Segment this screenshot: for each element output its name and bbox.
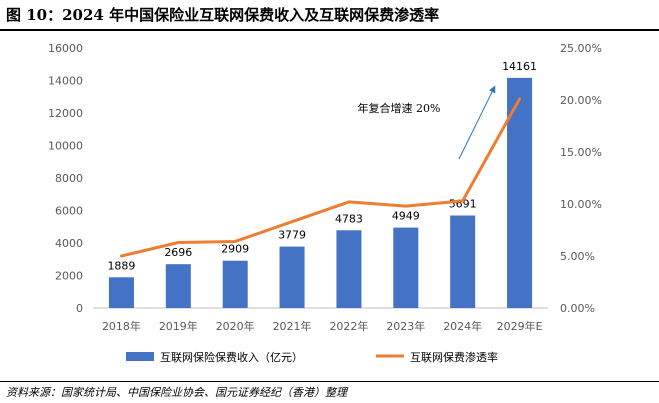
y-left-tick-label: 12000 — [48, 107, 83, 120]
y-right-tick-label: 10.00% — [560, 198, 602, 211]
bar-data-label: 2909 — [221, 243, 249, 256]
source-note: 资料来源：国家统计局、中国保险业协会、国元证券经纪（香港）整理 — [6, 386, 347, 399]
cagr-arrow — [458, 85, 496, 160]
y-right-tick-label: 20.00% — [560, 94, 602, 107]
bar-data-label: 1889 — [107, 259, 135, 272]
bar — [108, 277, 134, 308]
y-right-tick-label: 25.00% — [560, 42, 602, 55]
y-right-tick-label: 5.00% — [560, 250, 595, 263]
bar-data-label: 4949 — [392, 210, 420, 223]
y-left-tick-label: 4000 — [55, 237, 83, 250]
figure-title: 图 10：2024 年中国保险业互联网保费收入及互联网保费渗透率 — [6, 6, 440, 24]
x-tick-label: 2022年 — [329, 319, 368, 333]
x-tick-label: 2023年 — [386, 319, 425, 333]
bar-data-label: 4783 — [335, 212, 363, 225]
legend: 互联网保险保费收入（亿元） 互联网保费渗透率 — [126, 350, 498, 364]
legend-label-line: 互联网保费渗透率 — [410, 350, 498, 364]
legend-swatch-bar — [126, 352, 154, 361]
legend-label-bar: 互联网保险保费收入（亿元） — [160, 350, 303, 364]
y-left-tick-label: 0 — [76, 302, 83, 315]
x-tick-label: 2019年 — [159, 319, 198, 333]
x-tick-label: 2021年 — [273, 319, 312, 333]
bar — [165, 264, 191, 308]
y-left-tick-label: 14000 — [48, 75, 83, 88]
y-left-tick-label: 6000 — [55, 205, 83, 218]
bar-data-label: 2696 — [164, 246, 192, 259]
series-line-penetration-rate — [119, 97, 522, 258]
title-rule — [0, 29, 659, 31]
x-tick-label: 2018年 — [102, 319, 141, 333]
x-tick-label: 2029年E — [497, 319, 543, 333]
x-tick-label: 2024年 — [443, 319, 482, 333]
bar-data-label: 3779 — [278, 229, 306, 242]
y-left-tick-label: 2000 — [55, 270, 83, 283]
y-left-tick-label: 16000 — [48, 42, 83, 55]
bar — [222, 260, 248, 308]
bar — [279, 246, 305, 308]
bar — [450, 215, 476, 308]
source-rule — [0, 381, 659, 382]
x-tick-label: 2020年 — [216, 319, 255, 333]
bar — [336, 230, 362, 308]
y-right-tick-label: 15.00% — [560, 146, 602, 159]
bar-data-label: 14161 — [502, 60, 537, 73]
y-left-tick-label: 8000 — [55, 172, 83, 185]
y-right-tick-label: 0.00% — [560, 302, 595, 315]
y-left-tick-label: 10000 — [48, 140, 83, 153]
bar — [393, 227, 419, 308]
cagr-annotation: 年复合增速 20% — [358, 101, 441, 115]
